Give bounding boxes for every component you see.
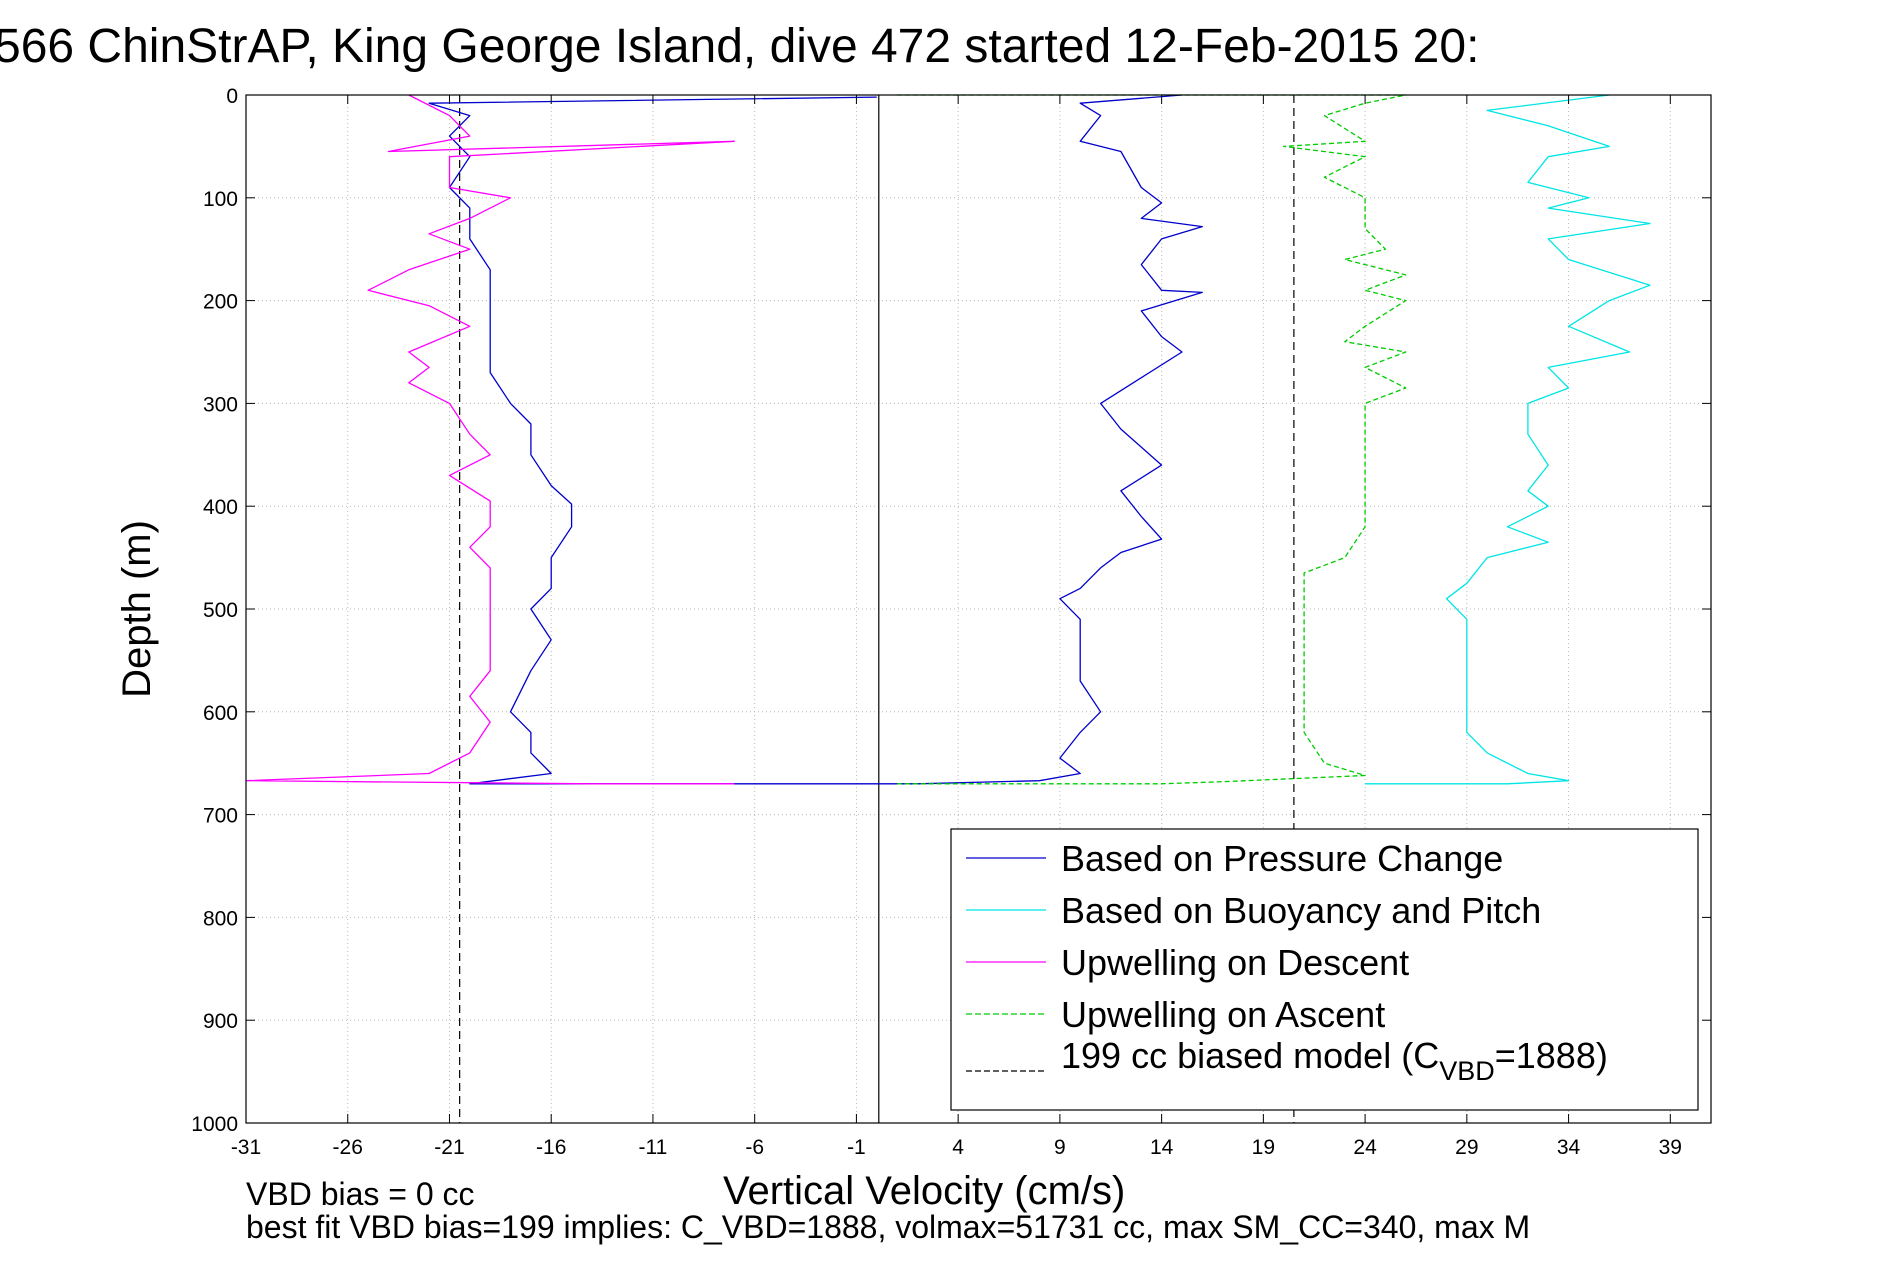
series-line-1: [1365, 94, 1651, 785]
legend-label-model-tail: =1888): [1495, 1035, 1608, 1076]
y-tick-label: 0: [226, 85, 238, 108]
y-tick-label: 1000: [191, 1113, 238, 1136]
x-tick-label: 19: [1252, 1136, 1275, 1159]
y-tick-label: 300: [203, 393, 238, 416]
x-tick-label: 14: [1150, 1136, 1174, 1159]
x-tick-label: 4: [952, 1136, 964, 1159]
legend-label-model: 199 cc biased model (CVBD=1888): [1061, 1035, 1608, 1086]
legend-label-buoyancy: Based on Buoyancy and Pitch: [1061, 890, 1541, 931]
legend: Based on Pressure Change Based on Buoyan…: [950, 828, 1699, 1111]
x-tick-label: -11: [639, 1136, 668, 1159]
y-tick-label: 800: [203, 907, 238, 930]
legend-label-descent: Upwelling on Descent: [1061, 942, 1409, 983]
x-tick-label: 24: [1353, 1136, 1377, 1159]
series-line-3: [897, 94, 1407, 785]
legend-label-pressure: Based on Pressure Change: [1061, 838, 1503, 879]
y-tick-label: 500: [203, 599, 238, 622]
legend-label-model-sub: VBD: [1439, 1056, 1495, 1086]
x-tick-label: 39: [1659, 1136, 1682, 1159]
y-tick-label: 200: [203, 291, 238, 314]
x-axis-label: Vertical Velocity (cm/s): [723, 1169, 1125, 1213]
y-tick-label: 400: [203, 496, 238, 519]
data-series: [245, 94, 1651, 785]
chart-title: 566 ChinStrAP, King George Island, dive …: [0, 20, 1479, 73]
x-tick-label: -26: [333, 1136, 363, 1159]
best-fit-note: best fit VBD bias=199 implies: C_VBD=188…: [246, 1209, 1530, 1245]
y-tick-label: 600: [203, 702, 238, 725]
x-tick-label: 9: [1054, 1136, 1066, 1159]
series-line-2: [245, 94, 735, 785]
x-axis-ticks: -31 -26 -21 -16 -11 -6 -1 4 9 14 19 24 29 34 39: [231, 95, 1682, 1159]
legend-label-ascent: Upwelling on Ascent: [1061, 994, 1385, 1035]
x-tick-label: -6: [745, 1136, 764, 1159]
reference-lines: [459, 95, 1295, 1123]
y-axis-label: Depth (m): [115, 520, 159, 698]
x-tick-label: -16: [536, 1136, 566, 1159]
x-tick-label: -21: [434, 1136, 464, 1159]
x-tick-label: 34: [1557, 1136, 1581, 1159]
x-tick-label: 29: [1455, 1136, 1478, 1159]
y-tick-label: 100: [203, 188, 238, 211]
series-line-0: [428, 94, 1203, 785]
legend-label-model-main: 199 cc biased model (C: [1061, 1035, 1439, 1076]
vbd-bias-note: VBD bias = 0 cc: [246, 1176, 475, 1212]
legend-box: [950, 828, 1699, 1111]
y-tick-label: 700: [203, 805, 238, 828]
x-tick-label: -31: [231, 1136, 261, 1159]
y-tick-label: 900: [203, 1010, 238, 1033]
y-axis-ticks: 0 100 200 300 400 500 600 700 800 900 1000: [191, 85, 1711, 1136]
x-tick-label: -1: [847, 1136, 866, 1159]
